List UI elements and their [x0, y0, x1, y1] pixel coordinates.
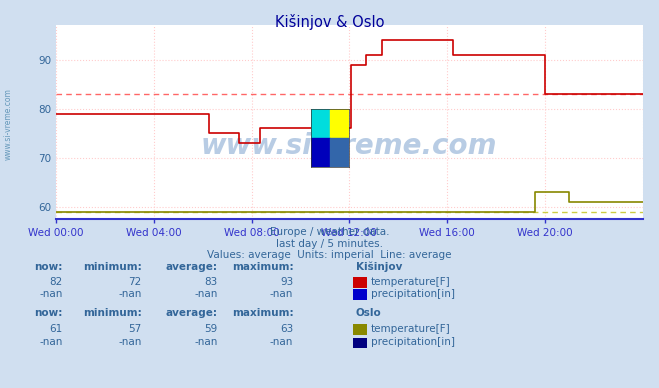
Text: 59: 59 [204, 324, 217, 334]
Text: average:: average: [165, 262, 217, 272]
Text: minimum:: minimum: [83, 308, 142, 318]
Text: 82: 82 [49, 277, 63, 287]
Text: temperature[F]: temperature[F] [371, 277, 451, 287]
Text: minimum:: minimum: [83, 262, 142, 272]
Text: Kišinjov & Oslo: Kišinjov & Oslo [275, 14, 384, 29]
Text: precipitation[in]: precipitation[in] [371, 289, 455, 299]
Text: www.si-vreme.com: www.si-vreme.com [201, 132, 498, 159]
Text: now:: now: [34, 308, 63, 318]
Text: Europe / weather data.: Europe / weather data. [270, 227, 389, 237]
Text: average:: average: [165, 308, 217, 318]
Text: -nan: -nan [270, 337, 293, 347]
Text: -nan: -nan [119, 337, 142, 347]
Text: 83: 83 [204, 277, 217, 287]
Text: Oslo: Oslo [356, 308, 382, 318]
Text: 93: 93 [280, 277, 293, 287]
Text: 72: 72 [129, 277, 142, 287]
Text: -nan: -nan [119, 289, 142, 299]
Text: Values: average  Units: imperial  Line: average: Values: average Units: imperial Line: av… [207, 250, 452, 260]
Text: precipitation[in]: precipitation[in] [371, 337, 455, 347]
Text: maximum:: maximum: [231, 308, 293, 318]
Text: temperature[F]: temperature[F] [371, 324, 451, 334]
Text: last day / 5 minutes.: last day / 5 minutes. [276, 239, 383, 249]
Text: www.si-vreme.com: www.si-vreme.com [4, 88, 13, 160]
Text: -nan: -nan [270, 289, 293, 299]
Text: Kišinjov: Kišinjov [356, 261, 402, 272]
Text: maximum:: maximum: [231, 262, 293, 272]
Text: -nan: -nan [194, 289, 217, 299]
Text: -nan: -nan [40, 289, 63, 299]
Text: 57: 57 [129, 324, 142, 334]
Text: now:: now: [34, 262, 63, 272]
Text: -nan: -nan [40, 337, 63, 347]
Text: 61: 61 [49, 324, 63, 334]
Text: -nan: -nan [194, 337, 217, 347]
Text: 63: 63 [280, 324, 293, 334]
